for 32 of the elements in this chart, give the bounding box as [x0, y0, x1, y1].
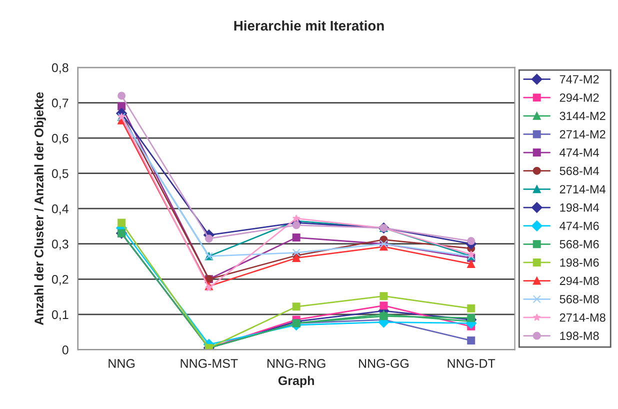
x-axis-title: Graph [278, 376, 314, 388]
y-tick-label: 0,5 [52, 169, 68, 180]
legend-label: 294-M2 [560, 93, 599, 102]
legend-label: 198-M6 [560, 258, 599, 267]
y-tick-label: 0,2 [52, 274, 68, 286]
x-tick-label: NNG-MST [180, 359, 238, 368]
x-tick-label: NNG-RNG [268, 359, 326, 368]
y-tick-label: 0,7 [52, 98, 68, 109]
chart-title: Hierarchie mit Iteration [234, 20, 384, 31]
y-tick-label: 0,8 [52, 63, 68, 74]
legend-label: 2714-M4 [560, 185, 606, 194]
x-tick-label: NNG-DT [448, 359, 496, 368]
y-tick-label: 0,3 [52, 240, 68, 250]
legend-label: 474-M4 [560, 148, 599, 157]
legend-label: 2714-M2 [560, 130, 606, 138]
y-tick-label: 0 [62, 345, 68, 354]
legend-label: 2714-M8 [560, 313, 606, 322]
x-tick-label: NNG-GG [359, 359, 408, 368]
legend-label: 568-M8 [560, 295, 599, 304]
legend-label: 294-M8 [560, 276, 599, 286]
legend-label: 568-M4 [560, 166, 599, 176]
legend-label: 568-M6 [560, 240, 599, 248]
x-tick-label: NNG [108, 359, 135, 368]
y-axis-title: Anzahl der Cluster / Anzahl der Objekte [34, 92, 46, 326]
legend-label: 198-M8 [560, 332, 599, 340]
legend-label: 3144-M2 [560, 112, 606, 120]
legend-label: 198-M4 [560, 203, 599, 212]
y-tick-label: 0,6 [52, 134, 68, 144]
y-tick-label: 0,1 [52, 310, 68, 321]
legend-label: 474-M6 [560, 222, 599, 230]
legend-label: 747-M2 [560, 75, 599, 84]
y-tick-label: 0,4 [52, 204, 68, 215]
